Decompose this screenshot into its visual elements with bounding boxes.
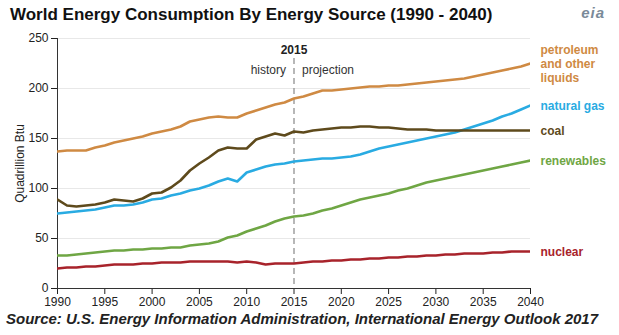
svg-text:50: 50	[35, 231, 49, 245]
svg-text:coal: coal	[541, 124, 565, 138]
svg-text:200: 200	[28, 81, 48, 95]
svg-text:petroleumand otherliquids: petroleumand otherliquids	[541, 43, 599, 85]
svg-text:2015: 2015	[281, 295, 308, 309]
svg-text:1995: 1995	[91, 295, 118, 309]
svg-text:2035: 2035	[470, 295, 497, 309]
svg-text:2010: 2010	[233, 295, 260, 309]
svg-text:projection: projection	[302, 63, 354, 77]
svg-text:2040: 2040	[517, 295, 544, 309]
svg-text:1990: 1990	[44, 295, 71, 309]
svg-text:history: history	[251, 63, 286, 77]
svg-text:100: 100	[28, 181, 48, 195]
html-text:Source: U.S. Energy Informatio: Source: U.S. Energy Information Administ…	[6, 310, 598, 327]
svg-text:250: 250	[28, 31, 48, 45]
svg-text:natural gas: natural gas	[541, 99, 605, 113]
svg-text:2020: 2020	[328, 295, 355, 309]
svg-text:2030: 2030	[423, 295, 450, 309]
svg-text:2025: 2025	[375, 295, 402, 309]
svg-text:0: 0	[42, 281, 49, 295]
svg-text:renewables: renewables	[541, 154, 607, 168]
svg-text:2000: 2000	[139, 295, 166, 309]
svg-text:nuclear: nuclear	[541, 245, 584, 259]
svg-text:Quadrillion Btu: Quadrillion Btu	[13, 124, 27, 203]
html-text:eia: eia	[581, 4, 605, 21]
html-text:World Energy Consumption By En: World Energy Consumption By Energy Sourc…	[10, 5, 493, 24]
svg-text:2005: 2005	[186, 295, 213, 309]
svg-text:2015: 2015	[281, 43, 308, 57]
svg-text:150: 150	[28, 131, 48, 145]
